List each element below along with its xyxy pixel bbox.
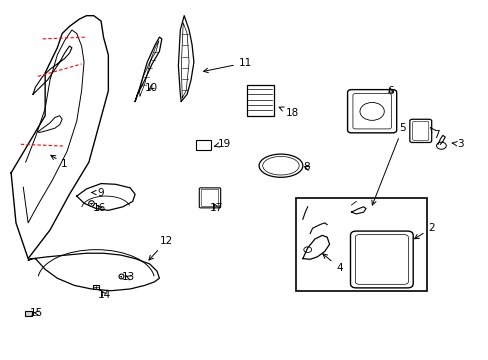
Text: 10: 10 (144, 83, 158, 93)
Text: 4: 4 (322, 254, 342, 273)
Text: 3: 3 (451, 139, 463, 149)
Text: 13: 13 (122, 272, 135, 282)
FancyBboxPatch shape (199, 188, 220, 208)
Circle shape (303, 247, 311, 252)
FancyBboxPatch shape (347, 90, 396, 133)
Text: 19: 19 (214, 139, 230, 149)
FancyBboxPatch shape (246, 85, 273, 116)
Ellipse shape (259, 154, 302, 177)
FancyBboxPatch shape (350, 231, 412, 288)
Text: 18: 18 (279, 107, 298, 118)
FancyBboxPatch shape (412, 121, 428, 140)
Text: 1: 1 (51, 155, 68, 169)
Ellipse shape (262, 157, 299, 175)
FancyBboxPatch shape (25, 311, 31, 316)
Text: 16: 16 (93, 203, 106, 213)
FancyBboxPatch shape (352, 94, 390, 129)
Text: 14: 14 (98, 290, 111, 300)
FancyBboxPatch shape (355, 235, 407, 284)
FancyBboxPatch shape (201, 189, 218, 206)
FancyBboxPatch shape (295, 198, 426, 291)
Text: 12: 12 (149, 236, 173, 260)
FancyBboxPatch shape (196, 140, 211, 150)
Text: 6: 6 (386, 86, 393, 96)
Circle shape (359, 103, 384, 120)
FancyBboxPatch shape (409, 119, 431, 143)
Circle shape (436, 142, 446, 149)
Text: 7: 7 (429, 127, 439, 140)
Text: 17: 17 (209, 203, 223, 213)
Text: 15: 15 (30, 308, 43, 318)
Text: 9: 9 (92, 188, 104, 198)
Text: 2: 2 (414, 223, 434, 239)
Text: 11: 11 (203, 58, 252, 73)
Text: 8: 8 (303, 162, 309, 172)
Text: 5: 5 (371, 123, 405, 205)
